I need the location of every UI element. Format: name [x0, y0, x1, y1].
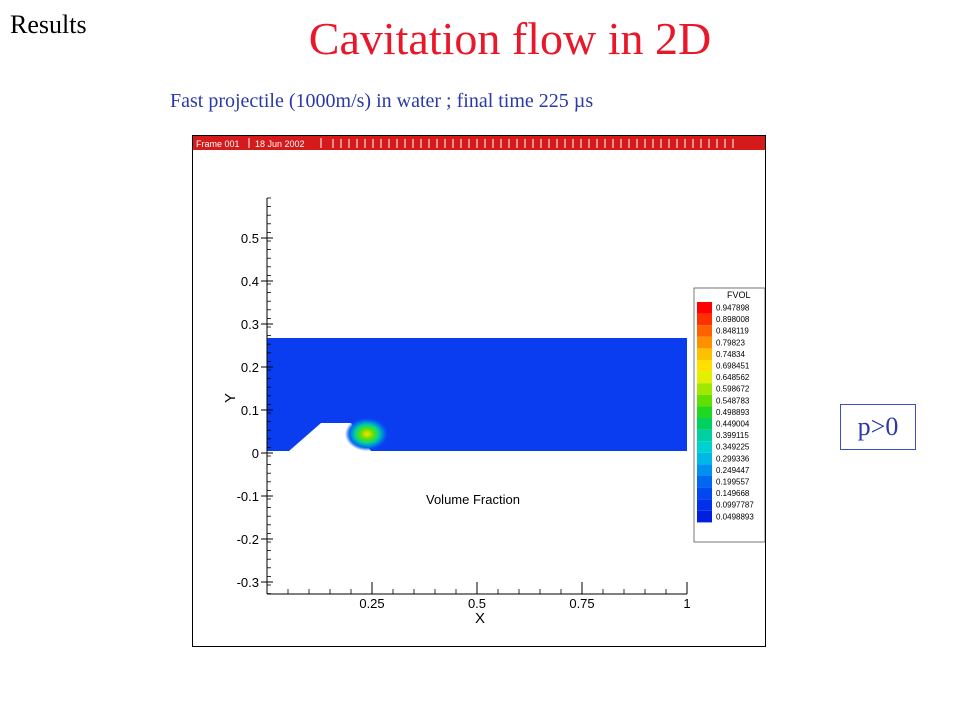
- x-tick-label: 1: [683, 596, 690, 611]
- legend-level-label: 0.79823: [716, 338, 745, 347]
- legend-level-label: 0.399115: [716, 431, 749, 440]
- y-tick-label: -0.1: [237, 489, 259, 504]
- x-tick-label: 0.5: [468, 596, 486, 611]
- legend-level-label: 0.149668: [716, 489, 750, 498]
- legend-level-label: 0.498893: [716, 408, 750, 417]
- legend-level-label: 0.648562: [716, 373, 750, 382]
- legend-swatch: [697, 429, 712, 442]
- subtitle: Fast projectile (1000m/s) in water ; fin…: [170, 90, 594, 112]
- legend-swatch: [697, 418, 712, 430]
- legend-swatch: [697, 452, 712, 465]
- x-axis-label: X: [475, 610, 485, 627]
- legend-title: FVOL: [727, 290, 751, 300]
- legend-level-label: 0.898008: [716, 315, 750, 324]
- projectile-shape: [267, 423, 371, 451]
- x-axis-ticks: 0.25 0.5 0.75 1: [266, 582, 691, 611]
- y-tick-label: 0.3: [241, 317, 259, 332]
- cavitation-zone: [345, 417, 389, 451]
- pressure-note-box: p>0: [840, 404, 916, 450]
- y-tick-label: -0.2: [237, 532, 259, 547]
- legend-swatch: [697, 348, 712, 360]
- x-tick-label: 0.75: [569, 596, 594, 611]
- results-label: Results: [10, 10, 87, 39]
- y-axis-label: Y: [222, 393, 239, 403]
- legend-swatch: [697, 371, 712, 384]
- legend-swatch: [697, 441, 712, 453]
- legend-level-label: 0.349225: [716, 443, 750, 452]
- legend-swatch: [697, 302, 712, 314]
- legend-swatch: [697, 313, 712, 326]
- legend-swatch: [697, 476, 712, 488]
- annotation-volume-fraction: Volume Fraction: [426, 492, 520, 507]
- legend-swatch: [697, 499, 712, 511]
- legend-level-label: 0.449004: [716, 420, 750, 429]
- legend-swatch: [697, 487, 712, 500]
- legend-swatch: [697, 360, 712, 372]
- page-title: Cavitation flow in 2D: [308, 13, 712, 64]
- legend-swatch: [697, 336, 712, 349]
- y-tick-label: -0.3: [237, 575, 259, 590]
- legend-level-label: 0.598672: [716, 385, 750, 394]
- legend-level-label: 0.299336: [716, 454, 750, 463]
- y-tick-label: 0.4: [241, 274, 259, 289]
- legend-level-label: 0.74834: [716, 350, 745, 359]
- frame-header-bar: [193, 136, 765, 150]
- legend-level-label: 0.199557: [716, 478, 750, 487]
- y-tick-label: 0: [252, 446, 259, 461]
- simulation-plot: Frame 001 18 Jun 2002 0.5 0.4 0.3 0.2 0.1 0 -0…: [193, 136, 766, 627]
- legend-level-label: 0.848119: [716, 327, 749, 336]
- legend-swatch: [697, 325, 712, 337]
- legend-level-label: 0.0498893: [716, 512, 754, 521]
- legend-level-label: 0.0997787: [716, 501, 754, 510]
- header-tick-marks: [332, 139, 734, 148]
- legend-level-label: 0.947898: [716, 304, 750, 313]
- y-axis-ticks: 0.5 0.4 0.3 0.2 0.1 0 -0.1 -0.2 -0.3: [237, 197, 273, 595]
- legend-level-label: 0.249447: [716, 466, 750, 475]
- legend-swatch: [697, 394, 712, 407]
- y-tick-label: 0.2: [241, 360, 259, 375]
- legend-swatch: [697, 383, 712, 395]
- legend-swatch: [697, 406, 712, 418]
- x-tick-label: 0.25: [359, 596, 384, 611]
- y-tick-label: 0.5: [241, 231, 259, 246]
- legend-level-label: 0.548783: [716, 396, 750, 405]
- legend-swatch: [697, 510, 712, 523]
- simulation-plot-frame: Frame 001 18 Jun 2002 0.5 0.4 0.3 0.2 0.1 0 -0…: [192, 135, 766, 647]
- legend-level-label: 0.698451: [716, 362, 750, 371]
- frame-label: Frame 001: [196, 139, 240, 149]
- fvol-legend: FVOL 0.947898 0.898008 0.848119 0.79823 0.74…: [693, 287, 766, 543]
- date-label: 18 Jun 2002: [255, 139, 305, 149]
- legend-swatch: [697, 464, 712, 476]
- y-tick-label: 0.1: [241, 403, 259, 418]
